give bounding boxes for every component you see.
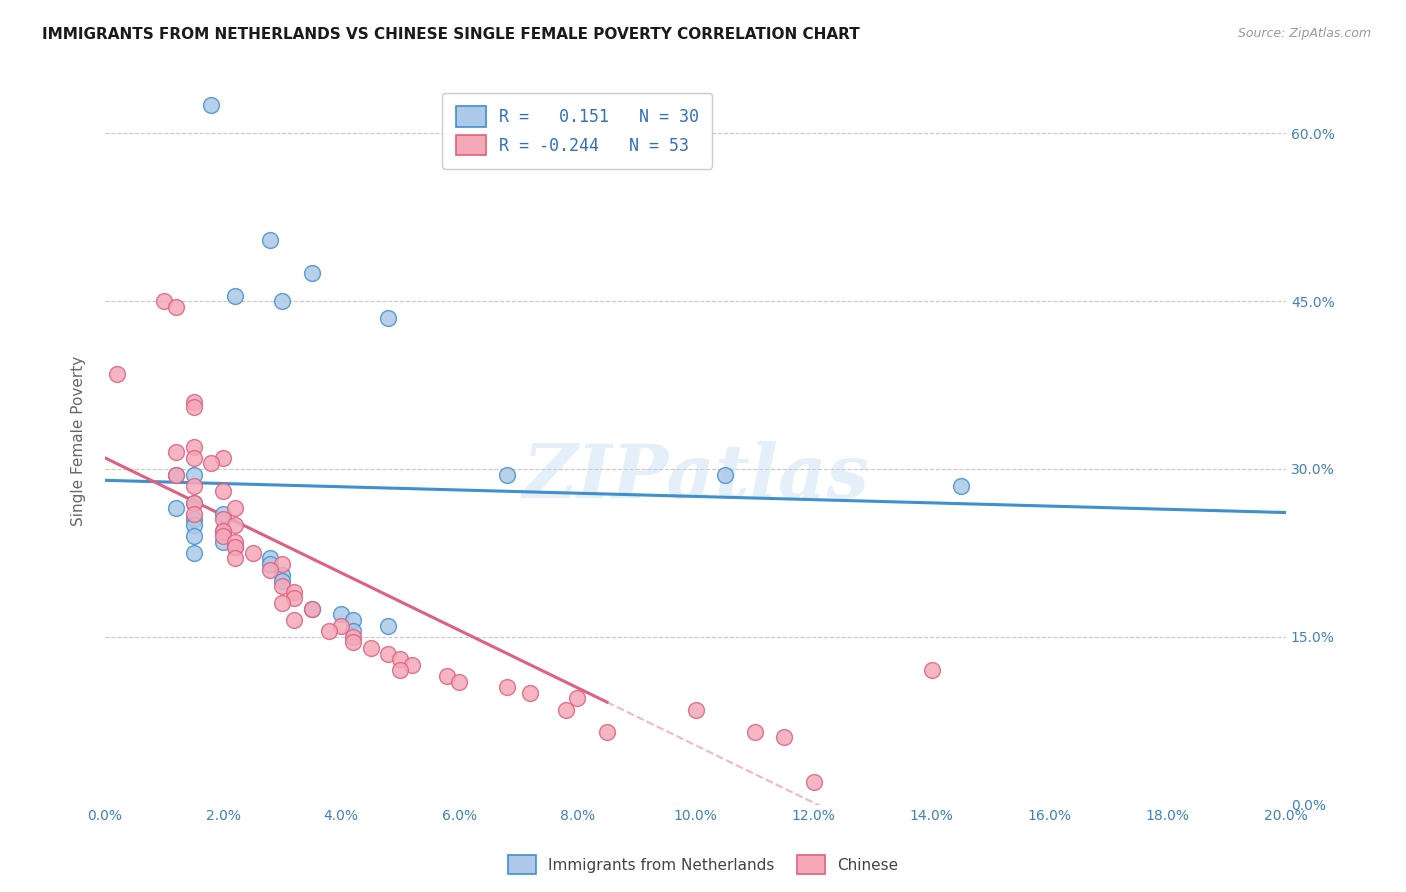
Point (224, 541, 246, 555)
Point (224, 541, 246, 555)
Point (183, 495, 205, 509)
Point (495, 680, 517, 694)
Point (271, 574, 294, 588)
Point (301, 602, 323, 616)
Point (449, 674, 471, 689)
Point (212, 529, 235, 543)
Point (519, 686, 541, 700)
Point (212, 512, 235, 526)
Point (921, 664, 943, 678)
Point (330, 618, 353, 632)
Point (283, 591, 305, 605)
Point (259, 551, 281, 566)
Point (596, 725, 619, 739)
Point (567, 691, 589, 706)
Point (183, 517, 205, 532)
Point (803, 775, 825, 789)
Point (389, 664, 412, 678)
Point (183, 479, 205, 493)
Point (342, 635, 364, 649)
Point (714, 467, 737, 482)
Point (212, 450, 235, 465)
Point (183, 512, 205, 526)
Point (495, 467, 517, 482)
Point (212, 524, 235, 538)
Point (183, 529, 205, 543)
Point (259, 563, 281, 577)
Point (301, 602, 323, 616)
Point (283, 613, 305, 627)
Point (224, 288, 246, 302)
Text: ZIPatlas: ZIPatlas (522, 442, 869, 514)
Point (271, 579, 294, 593)
Point (200, 98, 222, 112)
Point (212, 507, 235, 521)
Point (283, 585, 305, 599)
Point (165, 445, 187, 459)
Point (183, 495, 205, 509)
Point (224, 551, 246, 566)
Point (318, 624, 340, 639)
Point (224, 517, 246, 532)
Point (271, 294, 294, 309)
Point (212, 524, 235, 538)
Point (212, 484, 235, 499)
Point (212, 534, 235, 549)
Point (377, 647, 399, 661)
Point (377, 310, 399, 325)
Point (330, 607, 353, 622)
Point (165, 300, 187, 314)
Point (554, 702, 576, 716)
Point (183, 450, 205, 465)
Point (165, 467, 187, 482)
Legend: Immigrants from Netherlands, Chinese: Immigrants from Netherlands, Chinese (502, 849, 904, 880)
Point (360, 640, 382, 655)
Point (259, 557, 281, 571)
Y-axis label: Single Female Poverty: Single Female Poverty (72, 356, 86, 526)
Point (342, 624, 364, 639)
Point (200, 457, 222, 471)
Point (773, 731, 796, 745)
Point (224, 534, 246, 549)
Point (183, 395, 205, 409)
Text: Source: ZipAtlas.com: Source: ZipAtlas.com (1237, 27, 1371, 40)
Point (165, 467, 187, 482)
Point (153, 294, 176, 309)
Point (389, 652, 412, 666)
Point (685, 702, 707, 716)
Point (271, 557, 294, 571)
Point (183, 467, 205, 482)
Point (342, 613, 364, 627)
Point (183, 401, 205, 415)
Point (242, 546, 264, 560)
Point (183, 440, 205, 454)
Point (377, 618, 399, 632)
Point (744, 725, 766, 739)
Point (950, 479, 973, 493)
Point (436, 669, 458, 683)
Point (401, 657, 423, 672)
Point (342, 630, 364, 644)
Point (165, 501, 187, 516)
Legend: R =   0.151   N = 30, R = -0.244   N = 53: R = 0.151 N = 30, R = -0.244 N = 53 (443, 93, 713, 169)
Point (183, 546, 205, 560)
Point (224, 501, 246, 516)
Point (105, 367, 128, 381)
Point (301, 266, 323, 280)
Point (271, 596, 294, 610)
Text: IMMIGRANTS FROM NETHERLANDS VS CHINESE SINGLE FEMALE POVERTY CORRELATION CHART: IMMIGRANTS FROM NETHERLANDS VS CHINESE S… (42, 27, 860, 42)
Point (183, 507, 205, 521)
Point (259, 233, 281, 247)
Point (271, 568, 294, 582)
